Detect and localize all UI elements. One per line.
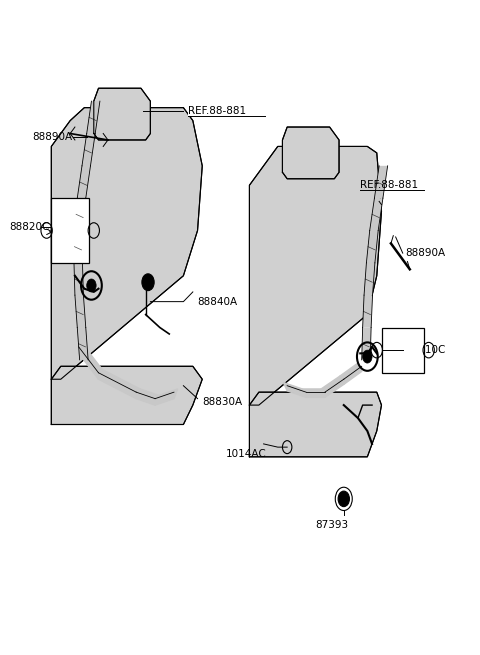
Polygon shape: [74, 263, 84, 295]
Polygon shape: [321, 376, 344, 398]
Circle shape: [362, 350, 372, 363]
Text: 1014AC: 1014AC: [226, 449, 266, 458]
Polygon shape: [374, 166, 388, 198]
Polygon shape: [77, 328, 88, 360]
Polygon shape: [340, 363, 362, 384]
Text: 88810C: 88810C: [405, 345, 445, 355]
Polygon shape: [98, 369, 140, 399]
Polygon shape: [79, 344, 102, 379]
Text: 88840A: 88840A: [198, 297, 238, 307]
Polygon shape: [87, 101, 100, 134]
Polygon shape: [77, 166, 91, 198]
Polygon shape: [74, 231, 84, 263]
Polygon shape: [364, 263, 375, 295]
Polygon shape: [250, 392, 382, 457]
Polygon shape: [282, 127, 339, 179]
Text: 88820C: 88820C: [9, 222, 49, 233]
Polygon shape: [94, 88, 150, 140]
Polygon shape: [75, 198, 86, 231]
Polygon shape: [51, 366, 202, 424]
Circle shape: [87, 279, 96, 292]
Polygon shape: [302, 389, 325, 398]
Text: REF.88-881: REF.88-881: [360, 180, 419, 190]
Polygon shape: [370, 198, 383, 231]
Polygon shape: [362, 295, 372, 328]
Polygon shape: [250, 147, 382, 405]
Polygon shape: [366, 231, 378, 263]
Polygon shape: [51, 107, 202, 379]
Bar: [51, 198, 89, 263]
Circle shape: [338, 491, 349, 506]
Text: 88890A: 88890A: [33, 132, 72, 141]
Polygon shape: [155, 389, 178, 405]
Text: REF.88-881: REF.88-881: [188, 106, 246, 116]
Text: 88830A: 88830A: [202, 397, 242, 407]
Polygon shape: [75, 295, 86, 328]
Text: 88890A: 88890A: [405, 248, 445, 258]
Bar: [382, 328, 424, 373]
Polygon shape: [82, 134, 95, 166]
Text: 87393: 87393: [315, 519, 348, 530]
Polygon shape: [283, 383, 306, 398]
Circle shape: [142, 274, 154, 291]
Polygon shape: [136, 389, 159, 405]
Polygon shape: [362, 328, 371, 360]
